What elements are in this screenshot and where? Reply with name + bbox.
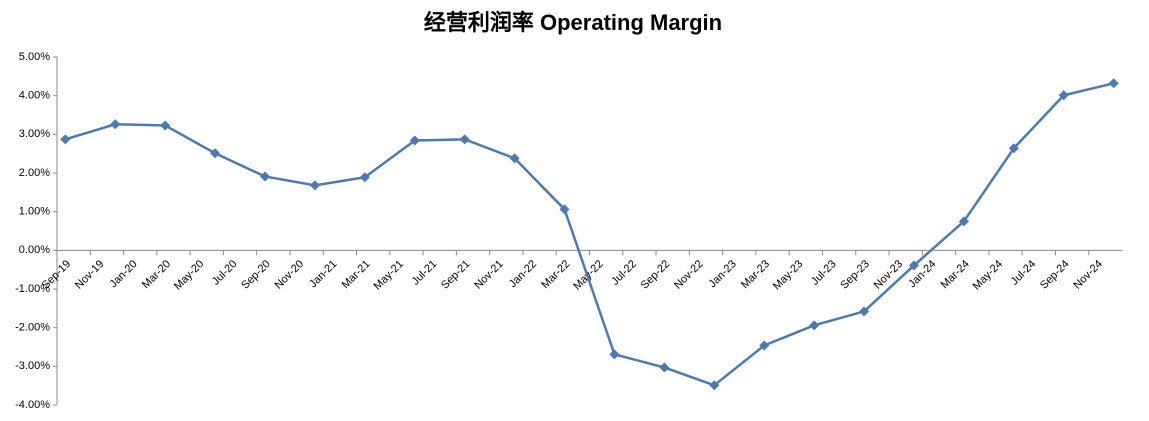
marker bbox=[1108, 78, 1119, 89]
x-tick-label: Mar-24 bbox=[939, 258, 972, 291]
marker bbox=[1058, 90, 1069, 101]
x-tick-label: Sep-21 bbox=[439, 258, 473, 292]
marker bbox=[759, 340, 770, 351]
x-tick-label: Jan-22 bbox=[507, 258, 539, 290]
x-tick-label: Sep-19 bbox=[40, 258, 74, 292]
x-tick-label: Mar-21 bbox=[340, 258, 373, 291]
x-tick-label: May-23 bbox=[771, 258, 805, 292]
marker bbox=[709, 380, 720, 391]
line bbox=[64, 82, 1114, 387]
x-tick-label: Jan-23 bbox=[707, 258, 739, 290]
x-tick-label: Sep-24 bbox=[1038, 258, 1072, 292]
y-tick-label: -2.00% bbox=[15, 322, 50, 334]
marker bbox=[210, 148, 221, 159]
x-tick-label: Mar-20 bbox=[140, 258, 173, 291]
y-tick-label: -3.00% bbox=[15, 360, 50, 372]
y-tick-label: 1.00% bbox=[19, 206, 50, 218]
marker bbox=[110, 119, 121, 130]
x-tick-label: Sep-22 bbox=[639, 258, 673, 292]
marker bbox=[509, 153, 520, 164]
x-tick-label: May-24 bbox=[971, 258, 1005, 292]
x-tick-label: Jul-21 bbox=[410, 258, 440, 288]
x-tick-label: May-20 bbox=[172, 258, 206, 292]
y-tick-label: 2.00% bbox=[19, 167, 50, 179]
chart-title: 经营利润率 Operating Margin bbox=[424, 10, 722, 35]
marker bbox=[459, 134, 470, 145]
marker bbox=[1008, 143, 1019, 154]
y-tick-label: 3.00% bbox=[19, 128, 50, 140]
marker bbox=[659, 362, 670, 373]
x-tick-label: Nov-24 bbox=[1071, 258, 1105, 292]
marker bbox=[309, 180, 320, 191]
x-tick-label: Nov-23 bbox=[872, 258, 906, 292]
x-tick-label: Sep-20 bbox=[239, 258, 273, 292]
marker bbox=[908, 260, 919, 271]
marker bbox=[160, 120, 171, 131]
marker bbox=[60, 134, 71, 145]
y-tick-label: 0.00% bbox=[19, 244, 50, 256]
x-tick-label: Jul-23 bbox=[809, 258, 839, 288]
x-tick-label: Mar-23 bbox=[739, 258, 772, 291]
marker bbox=[609, 349, 620, 360]
y-tick-label: -4.00% bbox=[15, 399, 50, 411]
x-tick-label: Jul-20 bbox=[210, 258, 240, 288]
y-tick-label: -1.00% bbox=[15, 283, 50, 295]
y-tick-label: 4.00% bbox=[19, 90, 50, 102]
marker bbox=[809, 320, 820, 331]
marker bbox=[859, 306, 870, 317]
marker bbox=[409, 135, 420, 146]
marker bbox=[559, 204, 570, 215]
x-tick-label: May-21 bbox=[372, 258, 406, 292]
x-tick-label: Nov-22 bbox=[672, 258, 706, 292]
x-tick-label: Jul-24 bbox=[1009, 258, 1039, 288]
marker bbox=[958, 216, 969, 227]
x-tick-label: Nov-21 bbox=[472, 258, 506, 292]
x-tick-label: Nov-20 bbox=[273, 258, 307, 292]
x-tick-label: Mar-22 bbox=[539, 258, 572, 291]
y-tick-label: 5.00% bbox=[19, 51, 50, 63]
marker bbox=[359, 172, 370, 183]
x-tick-label: Sep-23 bbox=[838, 258, 872, 292]
x-tick-label: Jan-20 bbox=[107, 258, 139, 290]
x-tick-label: Jan-21 bbox=[307, 258, 339, 290]
x-tick-label: Jan-24 bbox=[906, 258, 938, 290]
x-tick-label: Nov-19 bbox=[73, 258, 107, 292]
x-tick-label: Jul-22 bbox=[609, 258, 639, 288]
marker bbox=[260, 171, 271, 182]
